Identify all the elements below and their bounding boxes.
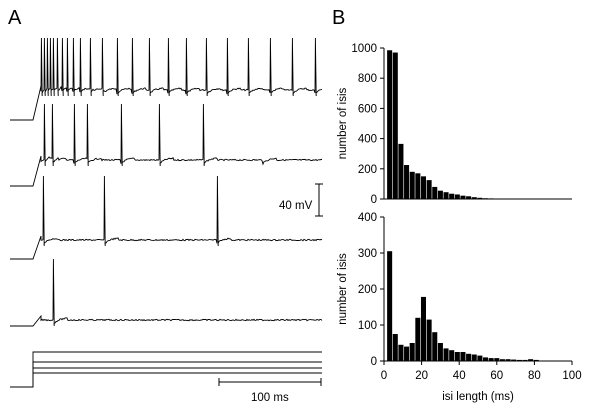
histogram-bar	[420, 176, 426, 199]
histogram-bar	[488, 198, 494, 199]
y-tick-label: 200	[358, 284, 377, 296]
voltage-trace-3	[10, 175, 323, 260]
histogram-bar	[398, 143, 404, 199]
x-tick-label: 80	[528, 370, 541, 382]
histogram-bar	[392, 334, 398, 361]
isi-histogram-top: 0 200 400 600 800 1000 number of isis	[337, 43, 572, 206]
histogram-bar	[420, 296, 426, 361]
histogram-bar	[483, 198, 489, 199]
current-step-3	[10, 367, 322, 388]
histogram-bar	[398, 344, 404, 361]
histogram-bar	[387, 50, 393, 199]
histogram-bar	[466, 353, 472, 361]
y-tick-label: 0	[371, 356, 377, 368]
histogram-bar	[505, 359, 511, 361]
y-tick-label: 1000	[351, 43, 377, 55]
x-tick-label: 60	[490, 370, 503, 382]
histogram-bar	[454, 352, 460, 361]
histogram-bar	[449, 193, 455, 199]
histogram-bar	[516, 359, 522, 361]
histogram-bar	[409, 343, 415, 361]
y-tick-label: 300	[358, 248, 377, 260]
y-axis-label: number of isis	[337, 253, 349, 325]
histogram-bar	[488, 358, 494, 361]
voltage-traces	[10, 37, 323, 327]
voltage-trace-2	[10, 103, 323, 187]
voltage-trace-1	[10, 37, 323, 121]
histogram-bar	[409, 171, 415, 199]
histogram-bar	[404, 346, 410, 361]
histogram-bar	[415, 173, 421, 199]
histogram-bar	[499, 359, 505, 361]
panel-a-label: A	[8, 7, 22, 29]
histogram-bar	[437, 343, 443, 361]
histogram-bar	[432, 332, 438, 361]
y-tick-label: 800	[358, 73, 377, 85]
time-scalebar: 100 ms	[218, 378, 322, 404]
histogram-bar	[415, 317, 421, 361]
y-axis-label: number of isis	[337, 87, 349, 159]
histogram-bar	[454, 194, 460, 199]
histogram-bar	[511, 359, 517, 361]
current-steps	[10, 351, 322, 388]
histogram-bar	[392, 52, 398, 199]
histogram-axes	[383, 217, 572, 362]
panel-b-label: B	[332, 7, 345, 29]
y-tick-label: 600	[358, 103, 377, 115]
histogram-bar	[533, 359, 539, 361]
histogram-bar	[477, 197, 483, 199]
histogram-bar	[449, 350, 455, 361]
histogram-bar	[426, 180, 432, 199]
time-scalebar-label: 100 ms	[251, 392, 289, 404]
histogram-bar	[437, 190, 443, 199]
histogram-bar	[494, 358, 500, 361]
histogram-bar	[404, 165, 410, 199]
histogram-bar	[460, 352, 466, 361]
histogram-bar	[528, 359, 534, 361]
isi-histogram-bottom: 0 100 200 300 400 0 20 40 60 80 100 number of isis i…	[337, 212, 582, 403]
histogram-bar	[471, 197, 477, 199]
y-tick-label: 200	[358, 164, 377, 176]
current-step-4	[10, 372, 322, 388]
histogram-bar	[483, 357, 489, 361]
voltage-trace-4	[10, 258, 323, 327]
x-axis-label: isi length (ms)	[442, 391, 514, 403]
current-step-2	[10, 361, 322, 388]
y-tick-label: 400	[358, 134, 377, 146]
histogram-bar	[466, 196, 472, 199]
x-tick-label: 0	[381, 370, 387, 382]
x-tick-label: 100	[562, 370, 581, 382]
histogram-bar	[387, 251, 393, 361]
x-tick-label: 40	[453, 370, 466, 382]
histogram-bar	[522, 359, 528, 361]
y-tick-label: 0	[371, 194, 377, 206]
histogram-bar	[432, 186, 438, 199]
histogram-bar	[477, 355, 483, 361]
histogram-bar	[460, 195, 466, 199]
histogram-bar	[426, 319, 432, 361]
x-tick-label: 20	[415, 370, 428, 382]
voltage-scalebar-label: 40 mV	[279, 200, 313, 212]
voltage-scalebar: 40 mV	[279, 183, 323, 217]
y-tick-label: 400	[358, 212, 377, 224]
histogram-bar	[471, 354, 477, 361]
y-tick-label: 100	[358, 320, 377, 332]
histogram-bar	[443, 192, 449, 199]
histogram-bar	[443, 348, 449, 361]
